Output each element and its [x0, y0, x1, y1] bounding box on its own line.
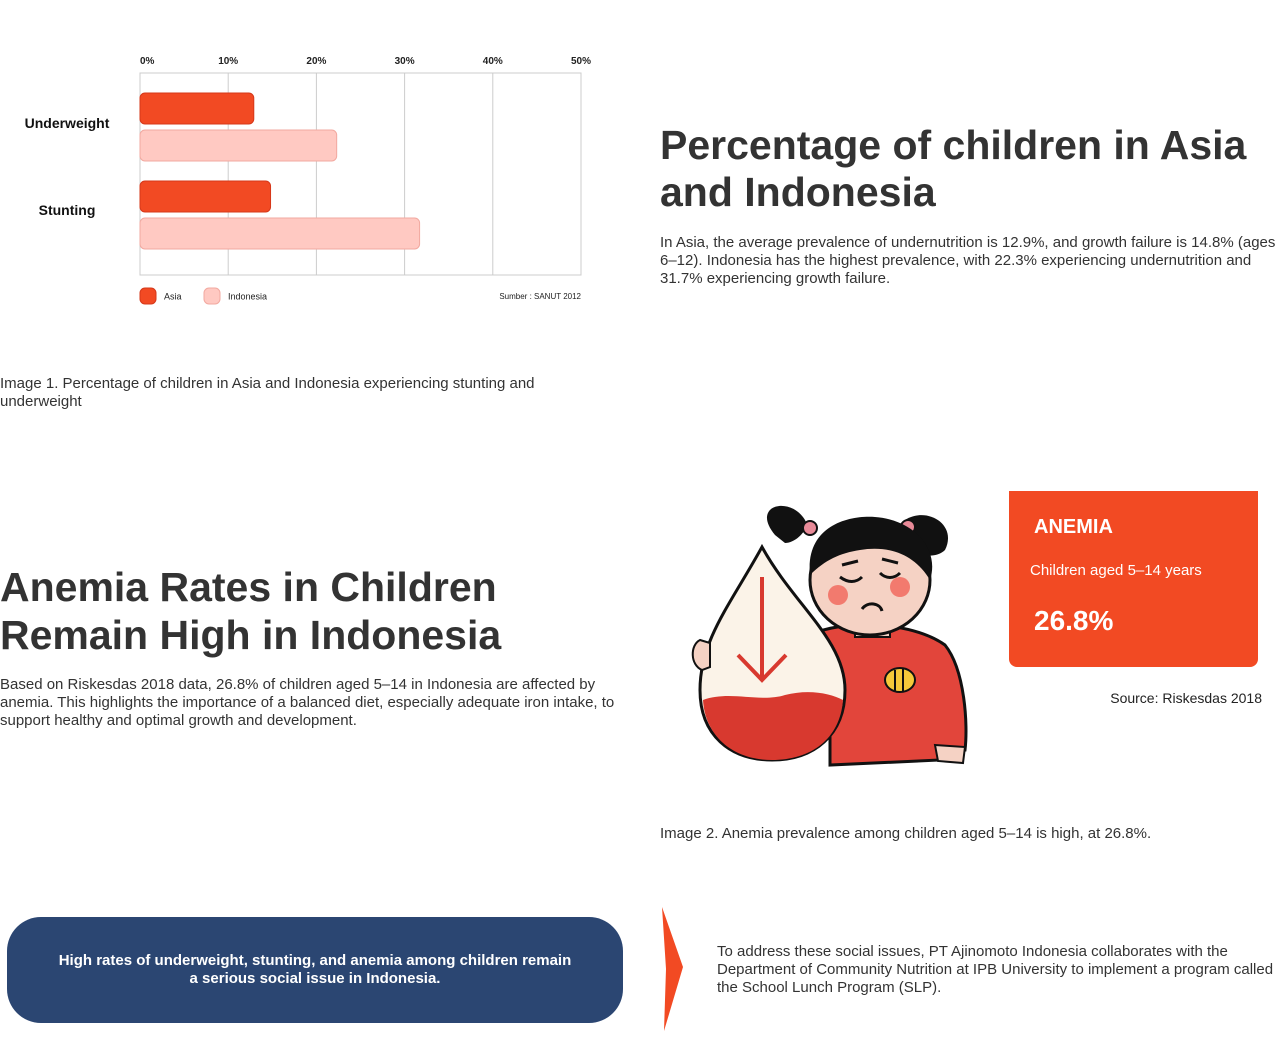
category-label: Underweight — [25, 115, 110, 131]
anemia-source: Source: Riskesdas 2018 — [1110, 690, 1262, 706]
legend-swatch-indonesia — [203, 287, 221, 305]
anemia-subtitle: Children aged 5–14 years — [1030, 562, 1202, 579]
x-tick-label: 20% — [306, 56, 326, 67]
x-tick-label: 50% — [571, 56, 591, 67]
bar-asia-stunting — [139, 180, 272, 213]
bar-indonesia-underweight — [139, 129, 338, 162]
plot-frame — [139, 72, 582, 276]
image1-caption: Image 1. Percentage of children in Asia … — [0, 375, 535, 410]
chevron-right-icon — [662, 907, 683, 1031]
category-label: Stunting — [39, 202, 96, 218]
section1-body: In Asia, the average prevalence of under… — [660, 234, 1276, 287]
highlight-text: High rates of underweight, stunting, and… — [58, 952, 572, 987]
anemia-title: ANEMIA — [1034, 516, 1113, 538]
anemia-value: 26.8% — [1034, 605, 1114, 636]
x-tick-label: 30% — [395, 56, 415, 67]
x-tick-label: 0% — [140, 56, 155, 67]
sad-girl-holding-blood-drop-icon — [691, 505, 968, 767]
section2-title: Anemia Rates in Children Remain High in … — [0, 564, 502, 658]
x-tick-label: 40% — [483, 56, 503, 67]
x-tick-label: 10% — [218, 56, 238, 67]
legend-swatch-asia — [139, 287, 157, 305]
bar-chart: 0% 10% 20% 30% 40% 50% Underweight Stunting As… — [25, 56, 591, 305]
section1-title: Percentage of children in Asia and Indon… — [660, 122, 1247, 215]
bar-asia-underweight — [139, 92, 255, 125]
legend-label-indonesia: Indonesia — [228, 292, 267, 302]
legend-label-asia: Asia — [164, 292, 182, 302]
section2-body: Based on Riskesdas 2018 data, 26.8% of c… — [0, 676, 615, 729]
chart-source-label: Sumber : SANUT 2012 — [499, 292, 581, 301]
section3-body: To address these social issues, PT Ajino… — [717, 943, 1274, 996]
image2-caption: Image 2. Anemia prevalence among childre… — [660, 825, 1152, 842]
bar-indonesia-stunting — [139, 217, 421, 250]
highlight-banner: High rates of underweight, stunting, and… — [7, 917, 623, 1023]
anemia-card: ANEMIA Children aged 5–14 years 26.8% — [1009, 491, 1258, 667]
